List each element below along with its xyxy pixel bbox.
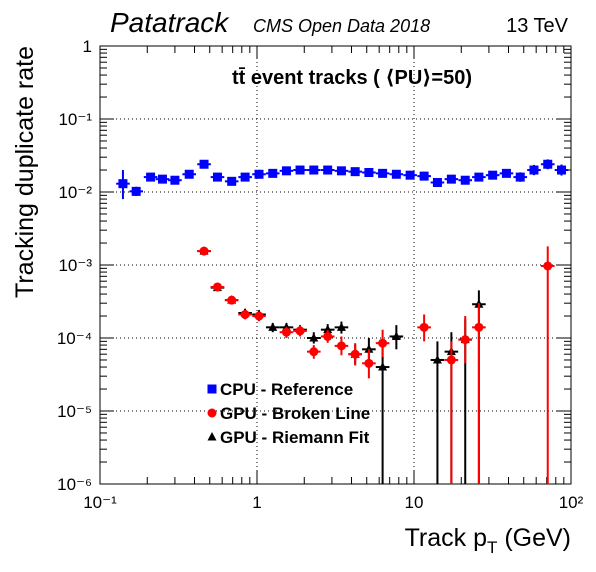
- data-point: [529, 165, 539, 175]
- data-point: [515, 172, 525, 182]
- dataset-label: CMS Open Data 2018: [253, 16, 430, 36]
- data-point: [268, 168, 278, 178]
- chart-title: tt̄ event tracks ( ⟨PU⟩=50): [232, 67, 472, 89]
- data-point: [543, 159, 553, 169]
- x-tick-label: 10⁻¹: [83, 493, 117, 512]
- data-point: [460, 335, 470, 345]
- data-point: [364, 358, 374, 368]
- data-point: [323, 331, 333, 341]
- legend-label: CPU - Reference: [220, 380, 353, 399]
- data-point: [501, 168, 511, 178]
- data-point: [350, 167, 360, 177]
- data-point: [254, 311, 264, 321]
- y-tick-label: 10⁻¹: [58, 110, 92, 129]
- series-square: [116, 159, 569, 200]
- data-point: [419, 322, 429, 332]
- data-point: [184, 169, 194, 179]
- legend-marker: [207, 432, 217, 441]
- data-point: [460, 175, 470, 185]
- data-point: [131, 186, 141, 196]
- data-point: [295, 165, 305, 175]
- data-point: [227, 176, 237, 186]
- data-point: [281, 166, 291, 176]
- x-axis-label: Track pT (GeV): [405, 524, 571, 557]
- data-point: [170, 175, 180, 185]
- legend: CPU - Reference GPU - Broken Line GPU - Ri…: [207, 380, 370, 447]
- data-point: [323, 324, 333, 334]
- data-point: [557, 165, 567, 175]
- data-point: [336, 166, 346, 176]
- data-point: [391, 169, 401, 179]
- x-tick-label: 1: [252, 493, 261, 512]
- data-point: [378, 362, 388, 371]
- data-point: [474, 172, 484, 182]
- data-point: [350, 349, 360, 359]
- data-point: [378, 168, 388, 178]
- legend-marker: [207, 408, 217, 418]
- y-tick-label: 10⁻⁴: [57, 329, 92, 348]
- y-tick-label: 1: [83, 37, 92, 56]
- energy-label: 13 TeV: [506, 15, 569, 37]
- series-triangle: [197, 246, 486, 484]
- y-tick-label: 10⁻⁵: [57, 402, 92, 421]
- data-point: [309, 165, 319, 175]
- data-point: [405, 170, 415, 180]
- data-point: [474, 322, 484, 332]
- data-point: [295, 326, 305, 336]
- data-point: [240, 172, 250, 182]
- y-axis-label: Tracking duplicate rate: [11, 46, 39, 298]
- data-point: [432, 354, 442, 364]
- data-point: [378, 338, 388, 348]
- legend-marker: [207, 384, 217, 394]
- data-point: [254, 169, 264, 179]
- data-point: [281, 327, 291, 337]
- data-point: [446, 355, 456, 365]
- data-point: [336, 341, 346, 351]
- data-point: [446, 174, 456, 184]
- data-point: [240, 309, 250, 319]
- data-point: [309, 347, 319, 357]
- axis-ticks: [99, 46, 572, 485]
- data-layer: [116, 159, 569, 484]
- data-point: [157, 174, 167, 184]
- data-point: [336, 322, 346, 331]
- y-tick-label: 10⁻²: [58, 183, 92, 202]
- data-point: [488, 170, 498, 180]
- data-point: [323, 165, 333, 175]
- plot-grid: [100, 46, 571, 484]
- data-point: [309, 333, 319, 342]
- data-point: [227, 295, 237, 305]
- data-point: [199, 246, 209, 256]
- data-point: [212, 282, 222, 292]
- data-point: [432, 177, 442, 187]
- data-point: [146, 172, 156, 182]
- legend-label: GPU - Broken Line: [220, 404, 370, 423]
- data-point: [419, 171, 429, 181]
- y-tick-label: 10⁻³: [58, 256, 92, 275]
- data-point: [391, 331, 401, 340]
- data-point: [199, 159, 209, 169]
- data-point: [543, 261, 553, 271]
- x-tick-label: 10²: [559, 493, 584, 512]
- data-point: [118, 179, 128, 189]
- data-point: [268, 322, 278, 331]
- brand-label: Patatrack: [110, 7, 230, 38]
- series-circle: [197, 246, 555, 484]
- x-tick-labels: 10⁻¹ 1 10 10²: [83, 493, 583, 512]
- data-point: [212, 172, 222, 182]
- x-tick-label: 10: [405, 493, 424, 512]
- legend-label: GPU - Riemann Fit: [220, 428, 370, 447]
- data-point: [364, 344, 374, 353]
- y-tick-labels: 1 10⁻¹ 10⁻² 10⁻³ 10⁻⁴ 10⁻⁵ 10⁻⁶: [57, 37, 93, 494]
- data-point: [364, 167, 374, 177]
- y-tick-label: 10⁻⁶: [57, 475, 92, 494]
